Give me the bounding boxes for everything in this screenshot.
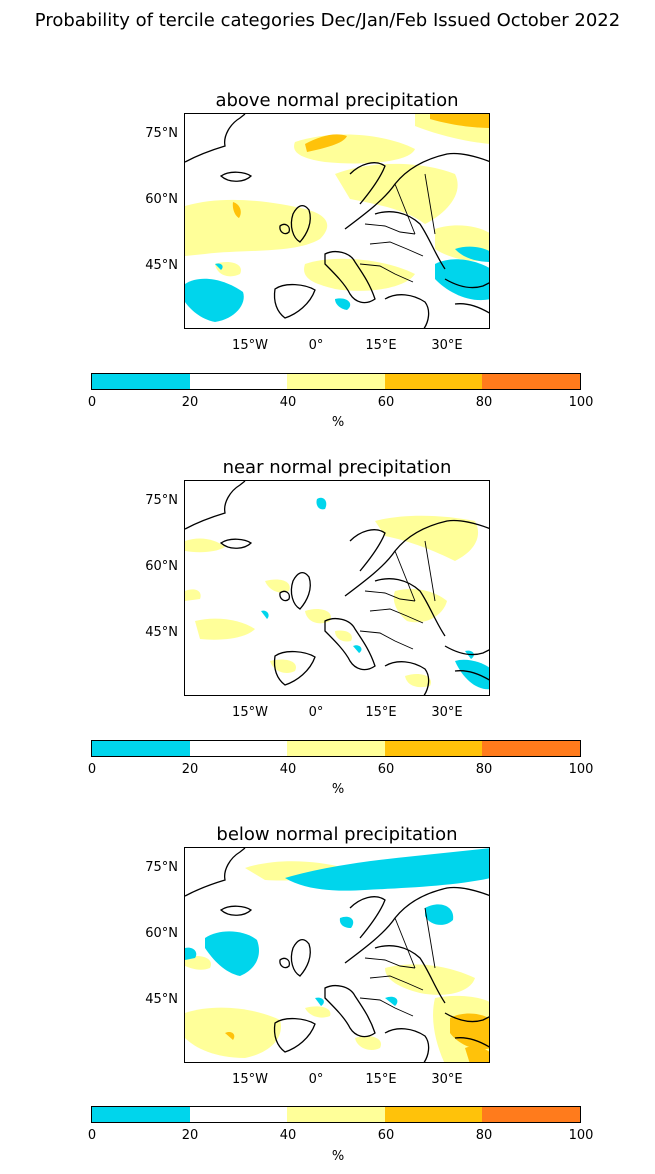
colorbar <box>91 373 581 390</box>
figure-title: Probability of tercile categories Dec/Ja… <box>34 10 621 31</box>
lat-label-45n: 45°N <box>145 992 178 1007</box>
panel-title: above normal precipitation <box>215 90 459 111</box>
colorbar-tick: 100 <box>568 395 594 410</box>
colorbar-segment-60-80 <box>384 741 483 756</box>
lat-label-75n: 75°N <box>145 126 178 141</box>
panel-title: near normal precipitation <box>222 457 452 478</box>
colorbar-tick: 80 <box>475 395 493 410</box>
colorbar <box>91 740 581 757</box>
colorbar-segment-40-60 <box>287 374 385 389</box>
lon-label-30e: 30°E <box>431 338 463 353</box>
colorbar-segment-0-20 <box>92 741 190 756</box>
lon-label-15w: 15°W <box>232 338 268 353</box>
colorbar-tick: 60 <box>377 395 395 410</box>
colorbar-tick: 40 <box>279 1128 297 1143</box>
colorbar-segment-60-80 <box>384 374 483 389</box>
lon-label-15w: 15°W <box>232 1072 268 1087</box>
map-below-normal[interactable] <box>184 847 490 1063</box>
map-above-normal[interactable] <box>184 113 490 329</box>
lon-label-0: 0° <box>308 338 324 353</box>
colorbar-unit: % <box>331 1149 345 1164</box>
lat-label-75n: 75°N <box>145 860 178 875</box>
colorbar-tick: 40 <box>279 762 297 777</box>
colorbar-tick: 80 <box>475 762 493 777</box>
colorbar-tick: 100 <box>568 1128 594 1143</box>
colorbar-segment-80-100 <box>482 1107 580 1122</box>
colorbar-segment-40-60 <box>287 1107 385 1122</box>
colorbar-segment-0-20 <box>92 1107 190 1122</box>
lat-label-60n: 60°N <box>145 559 178 574</box>
lat-label-75n: 75°N <box>145 493 178 508</box>
lat-label-60n: 60°N <box>145 192 178 207</box>
colorbar-tick: 80 <box>475 1128 493 1143</box>
colorbar-tick: 20 <box>181 395 199 410</box>
colorbar-segment-60-80 <box>384 1107 483 1122</box>
panel-title: below normal precipitation <box>216 824 458 845</box>
colorbar-unit: % <box>331 415 345 430</box>
colorbar-tick: 100 <box>568 762 594 777</box>
lon-label-30e: 30°E <box>431 705 463 720</box>
lat-label-45n: 45°N <box>145 625 178 640</box>
colorbar-tick: 0 <box>87 762 97 777</box>
lon-label-15e: 15°E <box>365 338 397 353</box>
colorbar-tick: 20 <box>181 1128 199 1143</box>
colorbar-tick: 60 <box>377 762 395 777</box>
colorbar-segment-80-100 <box>482 741 580 756</box>
colorbar-tick: 0 <box>87 395 97 410</box>
lon-label-30e: 30°E <box>431 1072 463 1087</box>
colorbar-segment-20-40 <box>189 741 288 756</box>
colorbar-segment-0-20 <box>92 374 190 389</box>
colorbar-tick: 60 <box>377 1128 395 1143</box>
lon-label-15e: 15°E <box>365 705 397 720</box>
colorbar-segment-80-100 <box>482 374 580 389</box>
colorbar-tick: 20 <box>181 762 199 777</box>
colorbar-unit: % <box>331 782 345 797</box>
lat-label-60n: 60°N <box>145 926 178 941</box>
colorbar-tick: 40 <box>279 395 297 410</box>
lon-label-0: 0° <box>308 705 324 720</box>
lon-label-15e: 15°E <box>365 1072 397 1087</box>
map-near-normal[interactable] <box>184 480 490 696</box>
colorbar-tick: 0 <box>87 1128 97 1143</box>
lat-label-45n: 45°N <box>145 258 178 273</box>
colorbar-segment-20-40 <box>189 374 288 389</box>
colorbar-segment-40-60 <box>287 741 385 756</box>
colorbar-segment-20-40 <box>189 1107 288 1122</box>
lon-label-0: 0° <box>308 1072 324 1087</box>
colorbar <box>91 1106 581 1123</box>
lon-label-15w: 15°W <box>232 705 268 720</box>
